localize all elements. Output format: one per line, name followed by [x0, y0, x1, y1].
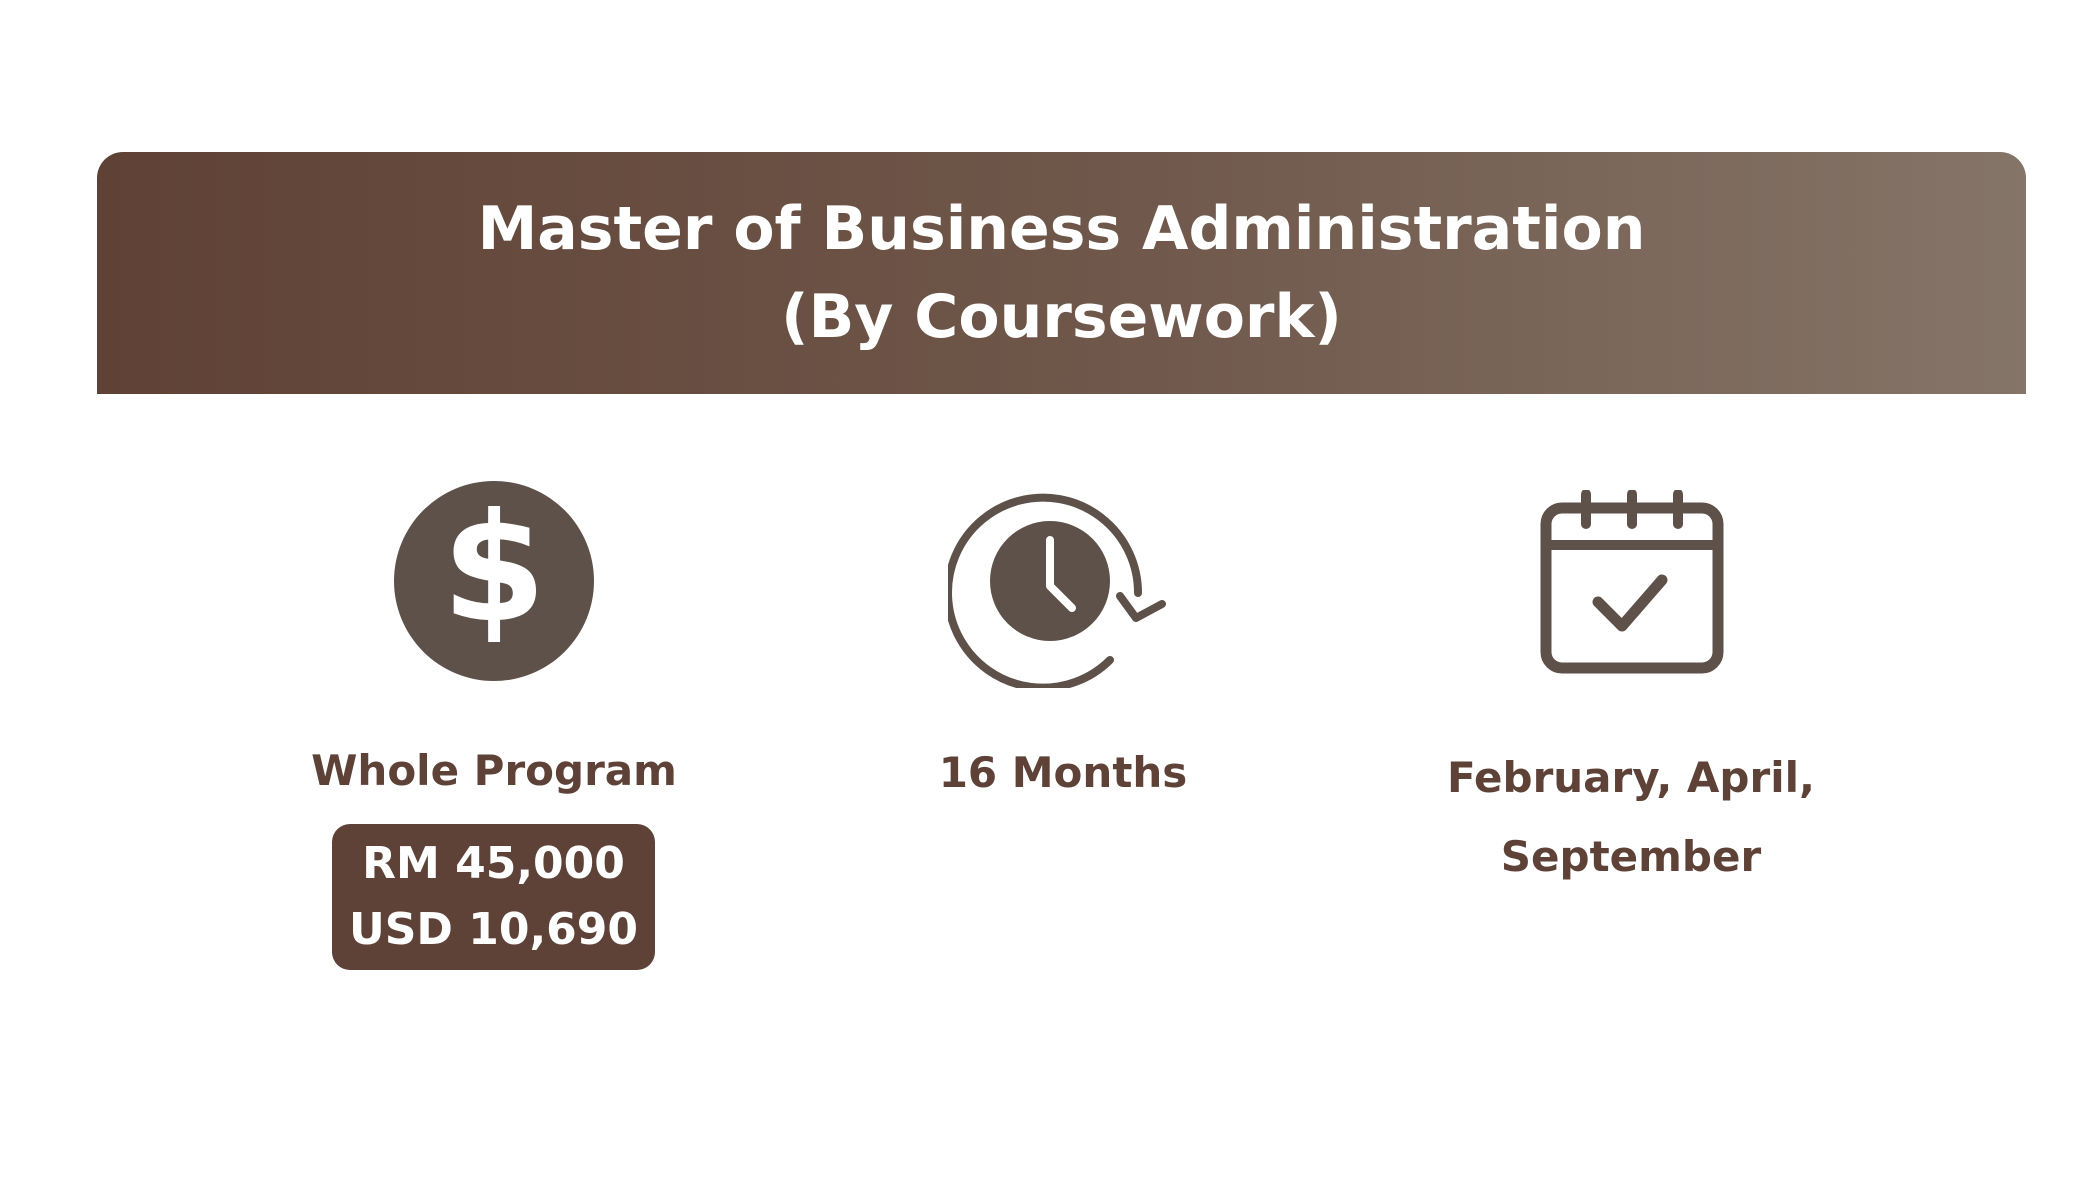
intake-line1: February, April,: [1447, 753, 1815, 802]
calendar-check-icon: [1540, 490, 1724, 674]
svg-text:$: $: [442, 482, 546, 656]
fee-label: Whole Program: [311, 746, 677, 795]
dollar-circle-icon: $: [394, 481, 594, 681]
fee-usd: USD 10,690: [348, 904, 639, 955]
program-title-banner: Master of Business Administration (By Co…: [97, 152, 2026, 394]
duration-label: 16 Months: [938, 748, 1188, 797]
fee-rm: RM 45,000: [362, 838, 625, 889]
fee-badge: RM 45,000 USD 10,690: [332, 824, 655, 970]
program-title-line2: (By Coursework): [781, 282, 1342, 352]
intake-line2: September: [1500, 832, 1762, 881]
program-title-line1: Master of Business Administration: [477, 194, 1646, 264]
clock-cycle-icon: [948, 493, 1166, 688]
